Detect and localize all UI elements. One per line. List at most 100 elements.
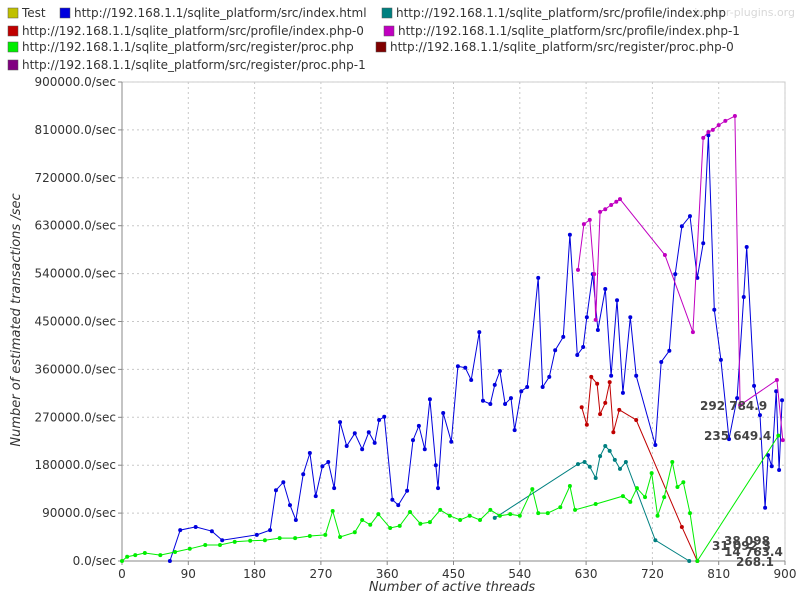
data-point [607,448,612,453]
data-point [125,554,130,559]
data-point [323,532,328,537]
data-point [438,507,443,512]
data-point [774,389,779,394]
legend-label: http://192.168.1.1/sqlite_platform/src/p… [398,24,740,38]
data-point [405,488,410,493]
data-point [178,528,183,533]
data-point [377,417,382,422]
x-tick-label: 810 [707,567,730,581]
y-tick-label: 180000.0/sec [34,458,116,472]
data-point [293,536,298,541]
data-point [655,513,660,518]
data-point [463,365,468,370]
data-point [617,407,622,412]
watermark: jmeter-plugins.org [693,6,795,19]
data-point [780,438,785,443]
data-point [410,438,415,443]
data-point [573,507,578,512]
data-point [673,272,678,277]
data-point [579,405,584,410]
data-point [133,553,138,558]
data-point [774,378,779,383]
data-point [595,328,600,333]
data-point [712,307,717,312]
data-point [427,397,432,402]
data-point [287,503,292,508]
data-point [679,524,684,529]
data-point [508,512,513,517]
data-point [611,430,616,435]
data-point [598,209,603,214]
data-point [687,214,692,219]
y-tick-label: 900000.0/sec [34,75,116,89]
data-point [488,507,493,512]
annotation: 235 649.4 [704,429,771,443]
legend-label: http://192.168.1.1/sqlite_platform/src/p… [396,6,726,20]
data-point [620,390,625,395]
data-point [701,135,706,140]
data-point [581,222,586,227]
data-point [209,529,214,534]
data-point [662,495,667,500]
data-point [780,398,785,403]
data-point [281,480,286,485]
data-point [612,457,617,462]
data-point [477,330,482,335]
data-point [492,515,497,520]
data-point [593,317,598,322]
data-point [623,460,628,465]
data-point [480,398,485,403]
data-point [777,467,782,472]
data-point [603,287,608,292]
data-point [757,413,762,418]
data-point [744,244,749,249]
data-point [332,486,337,491]
data-point [679,224,684,229]
data-point [397,523,402,528]
data-point [497,368,502,373]
data-point [558,505,563,510]
data-point [653,538,658,543]
data-point [628,315,633,320]
data-point [752,383,757,388]
data-point [262,538,267,543]
data-point [634,417,639,422]
data-point [525,384,530,389]
data-point [536,511,541,516]
legend-swatch [7,59,19,71]
data-point [396,503,401,508]
data-point [326,460,331,465]
data-point [575,267,580,272]
data-point [575,462,580,467]
data-point [607,380,612,385]
data-point [293,518,298,523]
data-point [449,439,454,444]
data-point [643,495,648,500]
data-point [360,447,365,452]
data-point [458,518,463,523]
data-point [738,403,743,408]
legend-label: http://192.168.1.1/sqlite_platform/src/r… [22,40,354,54]
data-point [687,511,692,516]
data-point [628,499,633,504]
data-point [232,539,237,544]
data-point [584,422,589,427]
annotation: 268.1 [736,555,774,569]
data-point [307,450,312,455]
annotation: 14 763.4 [724,545,783,559]
y-axis-label: Number of estimated transactions /sec [9,193,24,446]
data-point [517,513,522,518]
data-point [620,494,625,499]
data-point [441,411,446,416]
data-point [536,275,541,280]
legend-label: Test [21,6,46,20]
data-point [561,334,566,339]
data-point [503,401,508,406]
data-point [508,396,513,401]
annotation: 31 092.3 [712,539,771,553]
data-point [338,535,343,540]
data-point [382,414,387,419]
y-tick-label: 90000.0/sec [42,506,116,520]
data-point [706,133,711,138]
annotation: 292 784.9 [700,399,767,413]
